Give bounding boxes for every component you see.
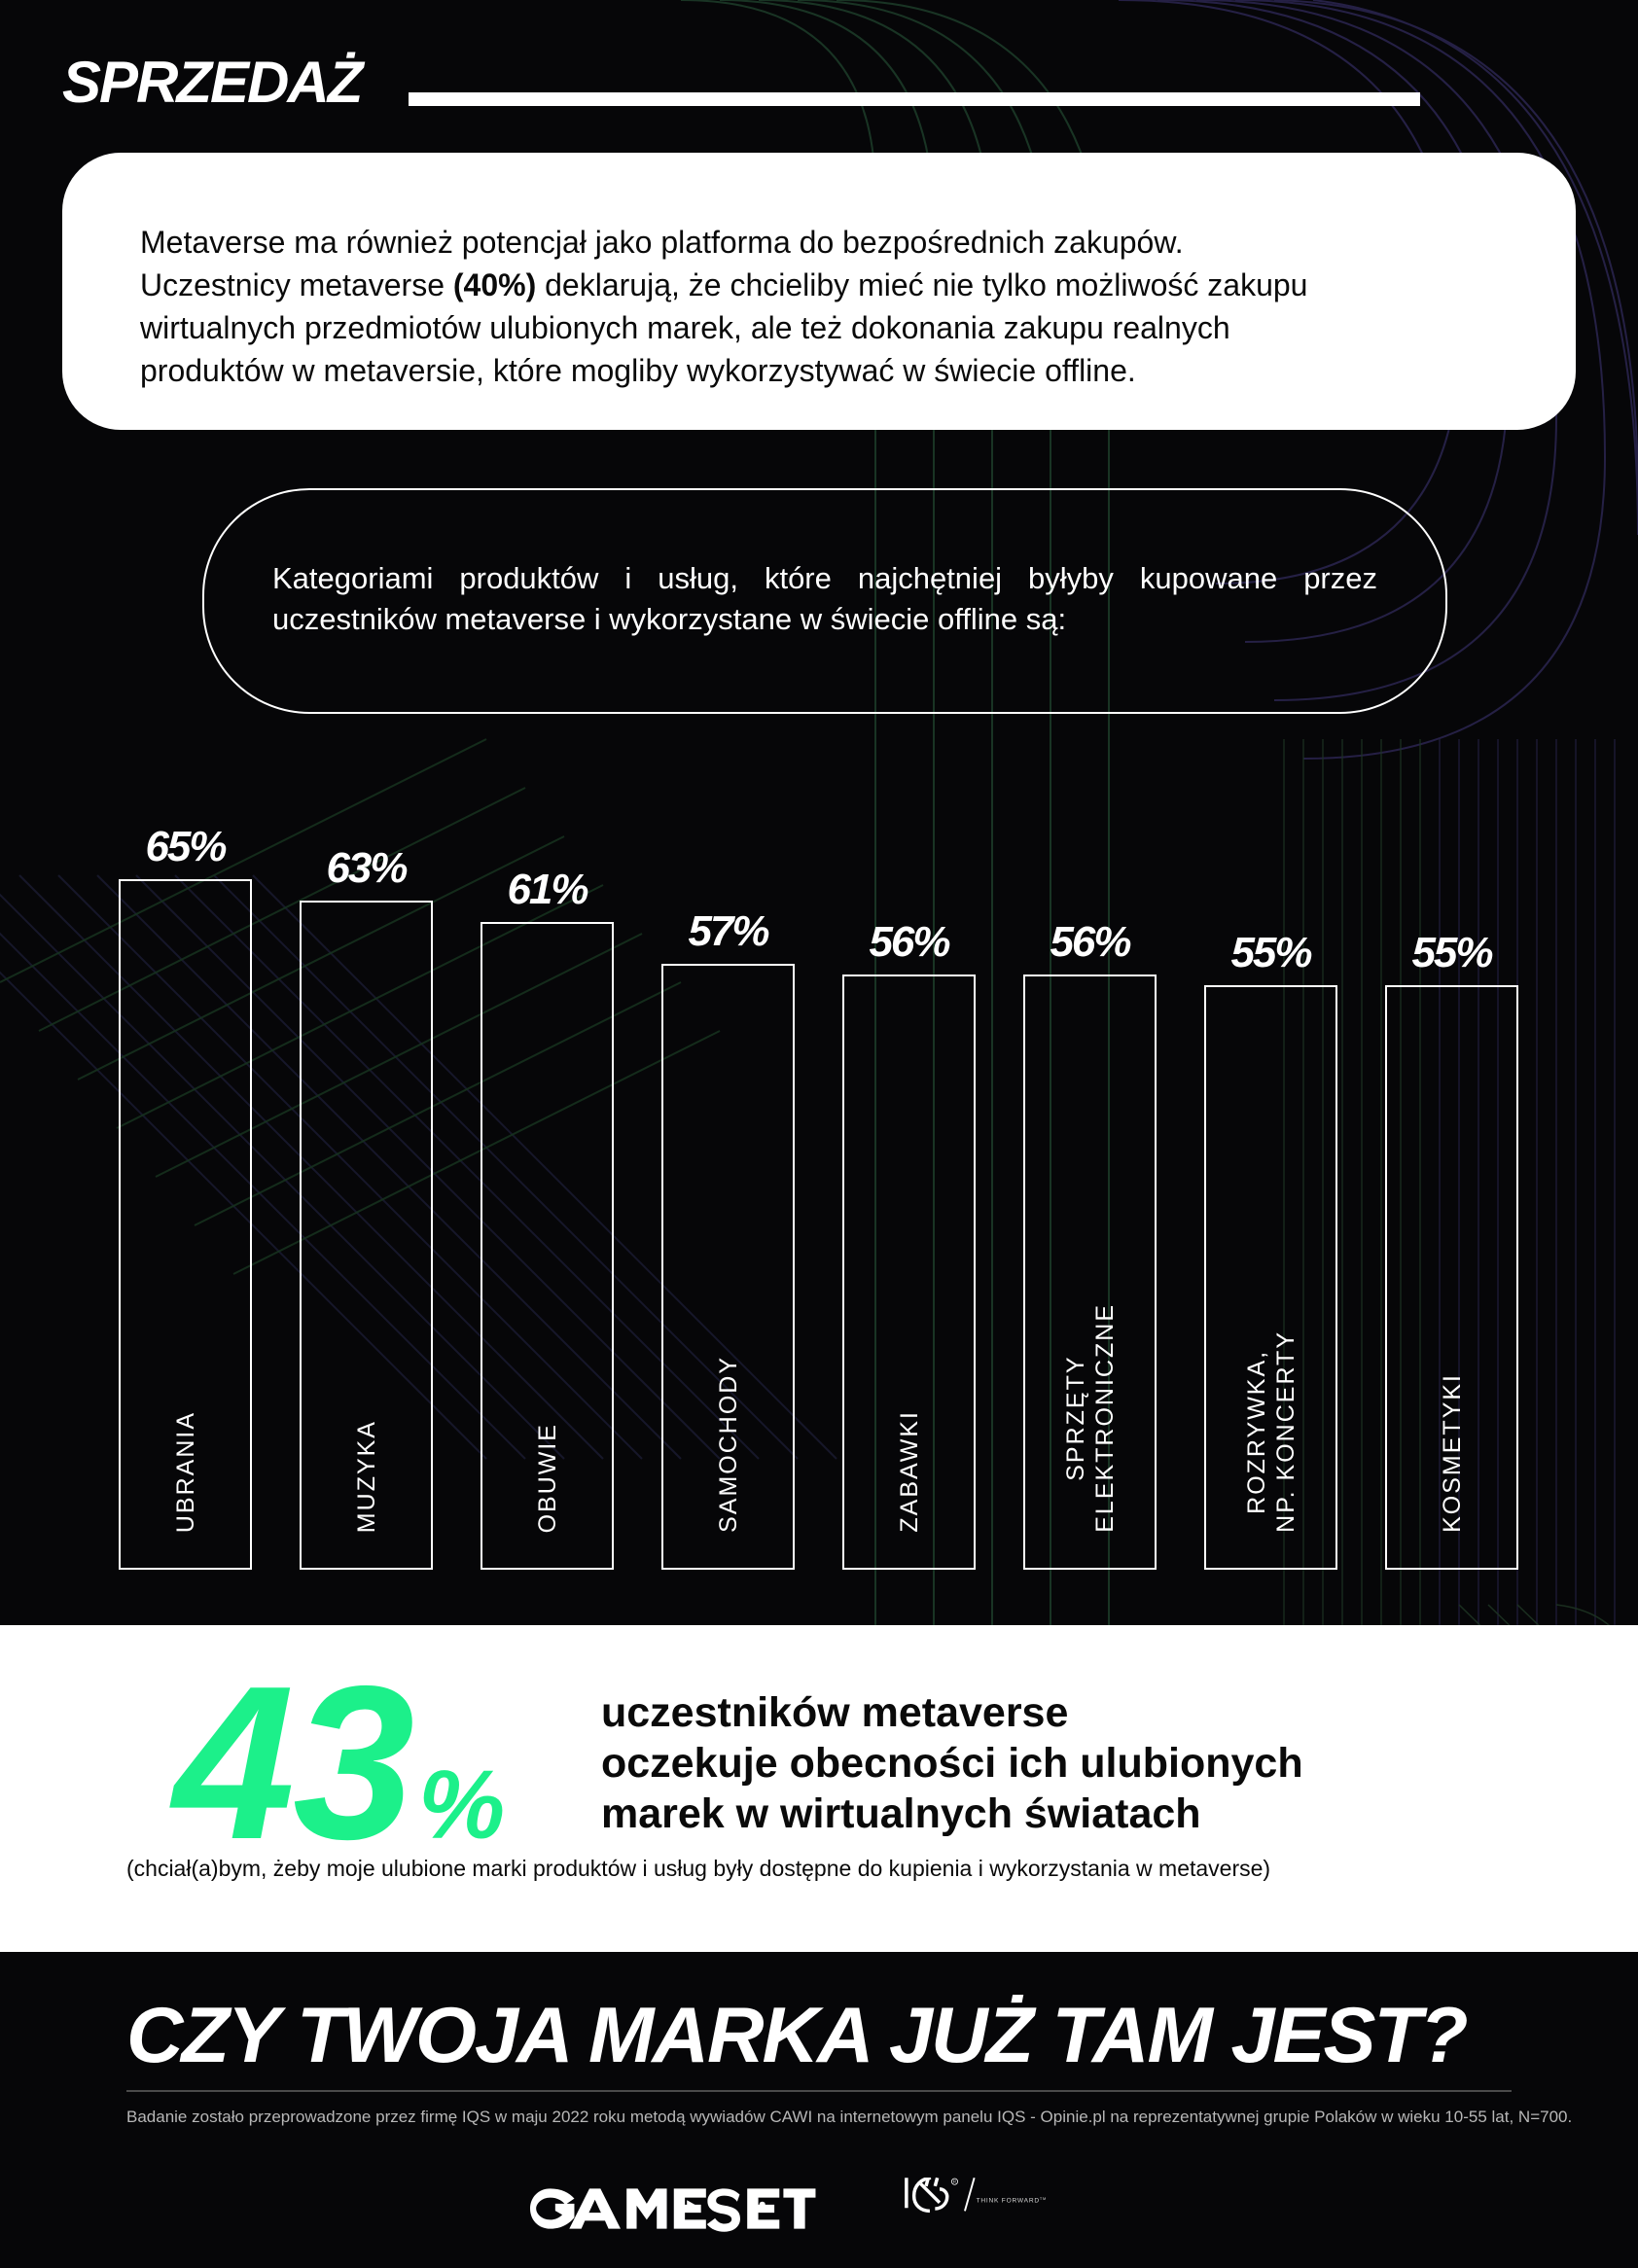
- svg-text:R: R: [953, 2179, 956, 2184]
- svg-text:THINK FORWARDTM: THINK FORWARDTM: [977, 2197, 1047, 2204]
